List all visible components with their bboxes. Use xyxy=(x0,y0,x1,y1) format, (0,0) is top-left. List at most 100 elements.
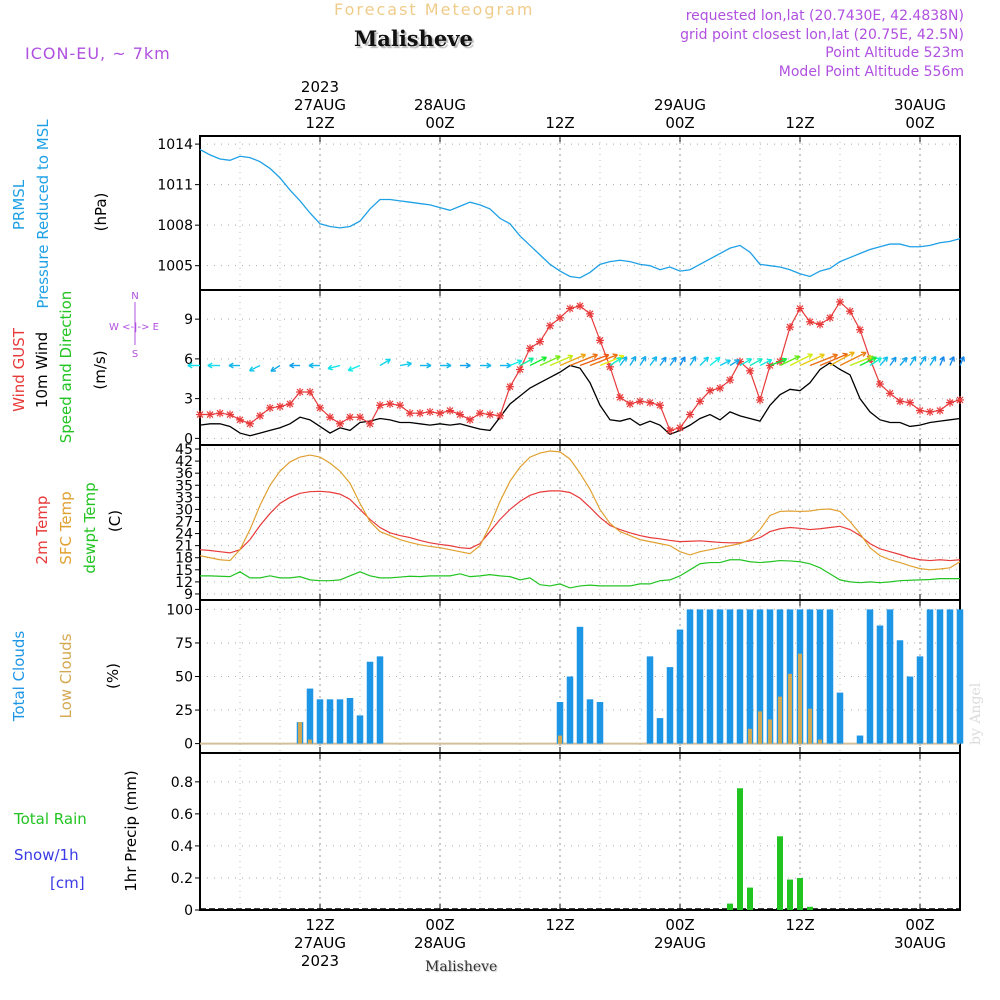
wind-arrow xyxy=(308,362,320,369)
gust-marker xyxy=(566,304,574,313)
gust-marker xyxy=(706,386,714,395)
top-time-label: 29AUG xyxy=(654,96,706,114)
wind-arrow xyxy=(228,362,240,369)
y-tick-label: 45 xyxy=(175,442,193,458)
dewpt-line xyxy=(200,559,960,589)
rain-bar xyxy=(737,788,743,910)
wind-arrow xyxy=(347,364,361,372)
top-time-label: 00Z xyxy=(665,114,694,132)
gust-marker xyxy=(286,399,294,408)
wind-arrow xyxy=(809,353,838,367)
wind-arrow xyxy=(769,357,788,367)
wind-gust-label: Wind GUST xyxy=(10,327,28,412)
top-time-label: 00Z xyxy=(905,114,934,132)
bottom-time-label: 28AUG xyxy=(414,934,466,952)
gust-marker xyxy=(336,419,344,428)
wind-arrow xyxy=(270,364,281,372)
rain-bar xyxy=(747,887,753,910)
gust-marker xyxy=(956,395,964,404)
gust-marker xyxy=(496,411,504,420)
wind-arrow xyxy=(460,362,471,369)
wind-arrow xyxy=(949,356,955,366)
low-cloud-bar xyxy=(788,673,792,744)
wind-arrow xyxy=(939,356,945,366)
precip-unit: 1hr Precip (mm) xyxy=(122,770,140,891)
wind-arrow xyxy=(779,355,801,367)
wind-arrow xyxy=(759,358,773,367)
y-tick-label: 0.6 xyxy=(171,807,193,823)
gust-marker xyxy=(656,401,664,410)
gust-marker xyxy=(756,395,764,404)
low-cloud-bar xyxy=(748,728,752,744)
gust-marker xyxy=(326,413,334,422)
wind-arrow xyxy=(619,356,628,366)
panel-frame-precip xyxy=(199,752,961,911)
top-time-label: 12Z xyxy=(305,114,334,132)
total-cloud-bar xyxy=(926,609,934,744)
y-tick-label: 1014 xyxy=(157,137,193,153)
low-cloud-bar xyxy=(308,739,312,744)
y-tick-label: 100 xyxy=(166,602,193,618)
pressure-line xyxy=(199,148,961,279)
y-tick-label: 3 xyxy=(184,392,193,408)
total-cloud-bar xyxy=(316,699,324,744)
gust-marker xyxy=(346,413,354,422)
wind-arrow xyxy=(539,355,561,367)
y-tick-label: 6 xyxy=(184,352,193,368)
gust-marker xyxy=(876,380,884,389)
total-cloud-bar xyxy=(686,609,694,744)
total-cloud-bar xyxy=(876,625,884,744)
cloud-unit: (%) xyxy=(104,663,122,689)
gust-marker xyxy=(826,313,834,322)
wind-label: 10m Wind xyxy=(33,332,51,408)
rain-bar xyxy=(727,903,733,910)
gust-marker xyxy=(646,398,654,407)
bottom-time-label: 00Z xyxy=(905,916,934,934)
pressure-label-1: PRMSL xyxy=(10,179,28,230)
y-tick-label: 0 xyxy=(184,431,193,447)
bottom-time-label: 30AUG xyxy=(894,934,946,952)
total-cloud-bar xyxy=(896,640,904,744)
wind-arrow xyxy=(889,356,897,366)
total-cloud-bar xyxy=(736,609,744,744)
y-tick-label: 30 xyxy=(175,502,193,518)
total-cloud-bar xyxy=(666,667,674,744)
wind-arrow xyxy=(440,362,452,369)
gust-marker xyxy=(606,362,614,371)
wind-arrow xyxy=(207,362,220,369)
wind-arrow xyxy=(399,361,412,368)
bottom-time-label: 12Z xyxy=(785,916,814,934)
total-cloud-bar xyxy=(696,609,704,744)
total-cloud-bar xyxy=(556,702,564,744)
temp-unit: (C) xyxy=(106,510,124,532)
total-cloud-bar xyxy=(566,676,574,744)
gust-marker xyxy=(536,337,544,346)
total-cloud-bar xyxy=(906,676,914,744)
top-time-label: 00Z xyxy=(425,114,454,132)
y-tick-label: 24 xyxy=(175,527,193,543)
gust-marker xyxy=(676,423,684,432)
top-time-label: 28AUG xyxy=(414,96,466,114)
bottom-time-label: 00Z xyxy=(665,916,694,934)
header-supertitle: Forecast Meteogram xyxy=(334,0,535,19)
header-point-altitude: Point Altitude 523m xyxy=(825,45,964,61)
dewpt-label: dewpt Temp xyxy=(81,482,99,573)
wind-arrow xyxy=(749,358,763,367)
gust-marker xyxy=(556,313,564,322)
wind-arrow xyxy=(609,357,622,367)
bottom-location-label: Malisheve xyxy=(425,959,498,975)
y-tick-label: 1011 xyxy=(157,178,193,194)
total-cloud-bar xyxy=(656,718,664,744)
gust-marker xyxy=(436,409,444,418)
gust-marker xyxy=(456,410,464,419)
gust-marker xyxy=(936,406,944,415)
low-cloud-bar xyxy=(798,653,802,744)
wind-arrow xyxy=(699,356,710,367)
wind-arrow xyxy=(669,356,677,366)
wind-arrow xyxy=(839,351,867,367)
wind-arrow xyxy=(869,357,882,367)
total-cloud-bar xyxy=(826,609,834,744)
wind-arrow xyxy=(327,364,341,371)
wind-arrow xyxy=(739,358,753,367)
